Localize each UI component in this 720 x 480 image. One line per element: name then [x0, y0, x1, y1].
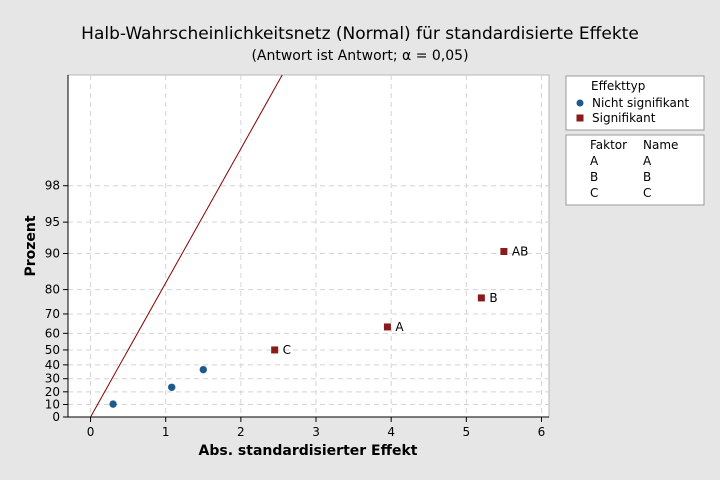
y-tick-label: 90 [45, 246, 60, 260]
x-tick-label: 3 [312, 425, 320, 439]
data-point-signifikant [271, 346, 279, 354]
point-label-ab: AB [512, 245, 528, 259]
x-tick-label: 2 [237, 425, 245, 439]
point-label-a: A [395, 320, 404, 334]
legend-item-signifikant: Signifikant [592, 111, 656, 125]
y-tick-label: 30 [45, 372, 60, 386]
reference-line [90, 75, 283, 417]
point-label-c: C [283, 343, 291, 357]
point-label-b: B [489, 291, 497, 305]
data-point-signifikant [383, 323, 391, 331]
y-tick-label: 80 [45, 283, 60, 297]
y-tick-label: 60 [45, 326, 60, 340]
data-point-signifikant [500, 248, 508, 256]
x-axis-label: Abs. standardisierter Effekt [199, 443, 418, 459]
factor-a: A [590, 154, 599, 168]
legend-title: Effekttyp [591, 79, 645, 93]
factor-table: Faktor Name A A B B C C [565, 134, 705, 206]
x-tick-label: 4 [387, 425, 395, 439]
x-tick-label: 0 [87, 425, 95, 439]
y-tick-label: 20 [45, 385, 60, 399]
name-b: B [643, 170, 651, 184]
y-tick-label: 95 [45, 215, 60, 229]
data-point-nicht-signifikant [109, 400, 117, 408]
grid-lines [68, 75, 549, 417]
y-tick-label: 10 [45, 398, 60, 412]
x-tick-label: 5 [463, 425, 471, 439]
chart-subtitle: (Antwort ist Antwort; α = 0,05) [251, 48, 468, 64]
legend-marker-signifikant [576, 114, 584, 122]
factor-b: B [590, 170, 598, 184]
chart-title: Halb-Wahrscheinlichkeitsnetz (Normal) fü… [81, 24, 639, 44]
name-a: A [643, 154, 652, 168]
y-tick-label: 50 [45, 343, 60, 357]
data-point-nicht-signifikant [199, 365, 207, 374]
legend-marker-nicht-signifikant [576, 99, 584, 107]
y-tick-label: 0 [52, 410, 60, 424]
legend-item-nicht-signifikant: Nicht signifikant [592, 96, 689, 110]
name-header: Name [643, 138, 678, 152]
data-point-signifikant [477, 294, 485, 302]
factor-c: C [590, 186, 598, 200]
plot-area [67, 74, 550, 418]
x-tick-label: 6 [538, 425, 546, 439]
y-axis-label: Prozent [23, 215, 39, 276]
name-c: C [643, 186, 651, 200]
y-tick-label: 98 [45, 179, 60, 193]
data-point-nicht-signifikant [168, 383, 176, 391]
y-tick-label: 70 [45, 307, 60, 321]
factor-header: Faktor [590, 138, 627, 152]
x-axis-ticks: 0 1 2 3 4 5 6 [87, 417, 546, 439]
y-tick-label: 40 [45, 358, 60, 372]
x-tick-label: 1 [162, 425, 170, 439]
legend-box: Effekttyp Nicht signifikant Signifikant [565, 75, 705, 131]
